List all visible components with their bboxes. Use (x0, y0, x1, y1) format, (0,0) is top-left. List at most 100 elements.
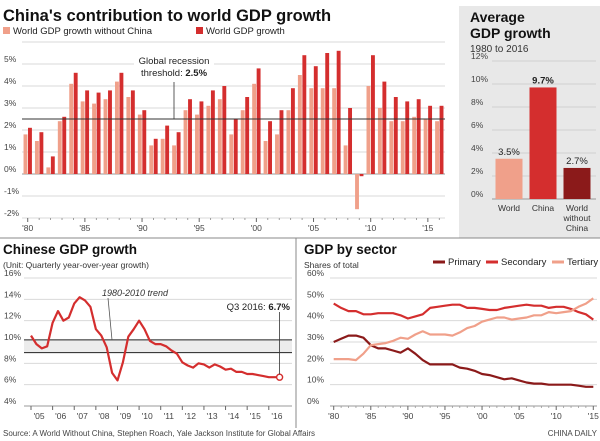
bar-without-china (320, 88, 325, 174)
quarterly-x-tick-label: '10 (142, 411, 153, 421)
average-bar-label: 9.7% (532, 75, 554, 86)
main-x-tick-label: '85 (79, 223, 90, 233)
sector-x-tick-label: '10 (551, 411, 562, 421)
quarterly-callout: Q3 2016: 6.7% (227, 302, 291, 313)
credit: CHINA DAILY (548, 429, 598, 438)
average-y-tick-label: 6% (471, 120, 484, 130)
legend-swatch-without-china (3, 27, 10, 34)
average-category-label: World (498, 203, 520, 213)
bar-without-china (366, 86, 371, 174)
main-y-tick-label: 5% (4, 54, 17, 64)
sector-y-tick-label: 40% (307, 311, 324, 321)
threshold-annotation-box (134, 52, 214, 82)
sector-x-tick-label: '80 (328, 411, 339, 421)
bar-without-china (149, 145, 154, 174)
bar-world (96, 92, 101, 174)
main-bar-chart: -2% -1% 0% 1% 2% 3% 4% 5% Global recessionthresh… (4, 41, 445, 233)
threshold-annotation-line-1: Global recession (139, 56, 210, 67)
bar-world (325, 53, 330, 174)
quarterly-x-tick-label: '15 (250, 411, 261, 421)
bar-world (256, 68, 261, 174)
bar-world (85, 90, 90, 174)
main-x-tick-label: '15 (422, 223, 433, 233)
average-subtitle: 1980 to 2016 (470, 44, 529, 55)
quarterly-line-chart: 4% 6% 8% 10% 12% 14% 16% 1980-2010 trend Q3 2016… (4, 268, 292, 421)
bar-without-china (57, 121, 62, 174)
main-x-tick-label: '05 (308, 223, 319, 233)
bar-without-china (114, 81, 119, 174)
quarterly-x-tick-label: '11 (164, 411, 175, 421)
sector-x-tick-label: '05 (514, 411, 525, 421)
threshold-annotation-text: threshold: (141, 68, 185, 79)
quarterly-y-tick-label: 12% (4, 311, 21, 321)
bar-without-china (343, 145, 348, 174)
average-bar (563, 167, 591, 199)
sector-line-chart: 0% 10% 20% 30% 40% 50% 60% '80 '85 '90 '95 '00 '05 '1… (307, 268, 599, 421)
main-x-tick-label: '00 (251, 223, 262, 233)
bar-world (73, 72, 78, 174)
source-note: Source: A World Without China, Stephen R… (3, 429, 315, 438)
bar-world (210, 90, 215, 174)
bar-world (439, 105, 444, 174)
bar-without-china (46, 167, 51, 174)
threshold-annotation-line-2: threshold: 2.5% (141, 68, 208, 79)
average-bar-label: 3.5% (498, 147, 520, 158)
main-y-tick-label: 4% (4, 76, 17, 86)
bar-world (313, 66, 318, 174)
bar-without-china (309, 88, 314, 174)
sector-legend-label: Primary (448, 257, 481, 268)
bar-world (290, 88, 295, 174)
bar-world (359, 174, 364, 177)
legend-swatch-world (196, 27, 203, 34)
bar-without-china (355, 174, 359, 210)
sector-legend-label: Secondary (501, 257, 547, 268)
bar-world (336, 50, 341, 174)
quarterly-y-tick-label: 6% (4, 375, 17, 385)
quarterly-subtitle: (Unit: Quarterly year-over-year growth) (3, 260, 149, 270)
bar-world (165, 125, 170, 174)
bar-world (302, 55, 307, 175)
bar-without-china (389, 121, 394, 174)
sector-line-tertiary (333, 297, 594, 362)
bar-world (245, 97, 250, 174)
bar-world (393, 97, 398, 174)
average-y-tick-label: 12% (471, 51, 488, 61)
average-title-line-2: GDP growth (470, 25, 551, 41)
bar-without-china (286, 110, 291, 174)
bar-without-china (423, 119, 428, 174)
bar-without-china (206, 105, 211, 174)
average-category-label: World (566, 203, 588, 213)
bar-world (268, 121, 272, 174)
bar-without-china (80, 101, 85, 174)
quarterly-title: Chinese GDP growth (3, 242, 137, 257)
bar-without-china (229, 134, 234, 174)
bar-without-china (252, 83, 257, 174)
bar-without-china (160, 138, 165, 174)
average-y-tick-label: 4% (471, 143, 484, 153)
main-x-tick-label: '95 (194, 223, 205, 233)
main-y-tick-label: -2% (4, 208, 20, 218)
quarterly-y-tick-label: 8% (4, 353, 17, 363)
main-x-tick-label: '80 (22, 223, 33, 233)
average-category-label: China (532, 203, 554, 213)
bar-world (428, 105, 433, 174)
trend-band (24, 339, 292, 353)
average-y-tick-label: 8% (471, 97, 484, 107)
bar-world (39, 132, 44, 174)
average-category-label: China (566, 223, 588, 233)
quarterly-y-tick-label: 4% (4, 396, 17, 406)
legend-label-without-china: World GDP growth without China (13, 26, 153, 37)
bar-without-china (92, 103, 97, 174)
quarterly-x-tick-label: '14 (228, 411, 239, 421)
main-y-tick-label: 1% (4, 142, 17, 152)
bar-world (28, 127, 32, 174)
main-y-tick-label: 2% (4, 120, 17, 130)
bar-without-china (332, 88, 337, 174)
average-y-tick-label: 0% (471, 189, 484, 199)
average-y-tick-label: 10% (471, 74, 488, 84)
average-bar (495, 158, 523, 199)
quarterly-x-tick-label: '07 (77, 411, 88, 421)
average-category-label: without (563, 213, 592, 223)
average-title-line-1: Average (470, 9, 525, 25)
bar-world (108, 90, 112, 174)
